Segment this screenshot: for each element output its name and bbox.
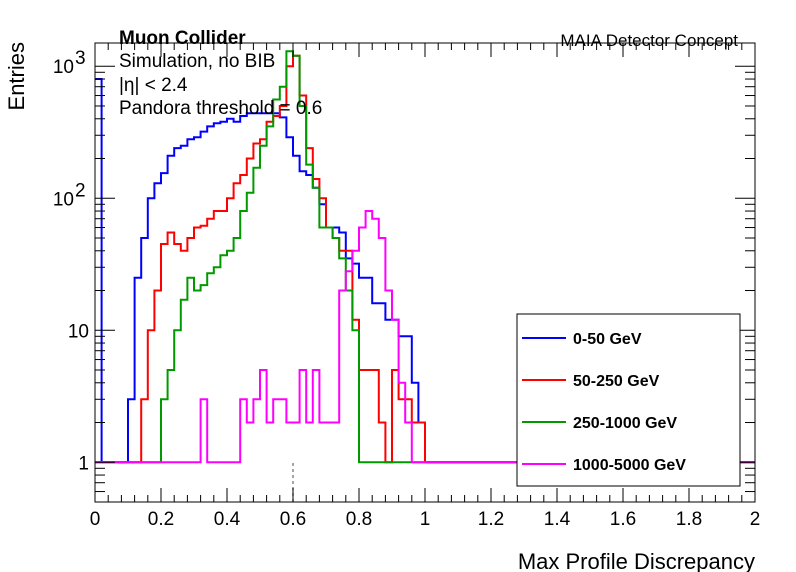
x-tick-label: 0.8 (346, 509, 372, 530)
y-tick-label-exponent: 3 (75, 48, 86, 69)
legend-label: 50-250 GeV (573, 373, 660, 390)
legend-entries: 0-50 GeV 50-250 GeV 250-1000 GeV 1000-5000 … (522, 331, 686, 474)
legend-label: 0-50 GeV (573, 331, 642, 348)
detector-concept-label: MAIA Detector Concept (560, 31, 738, 50)
x-tick-label: 1.4 (544, 509, 571, 530)
y-tick-label: 1 (78, 453, 89, 474)
legend-label: 250-1000 GeV (573, 415, 677, 432)
x-tick-label: 0.4 (214, 509, 241, 530)
x-tick-label: 2 (750, 509, 761, 530)
eta-cut-label: |η| < 2.4 (119, 75, 188, 96)
y-axis-title: Entries (4, 42, 29, 110)
x-tick-label: 0 (90, 509, 101, 530)
x-tick-label: 1.8 (676, 509, 702, 530)
x-tick-label: 1.2 (478, 509, 504, 530)
legend: 0-50 GeV 50-250 GeV 250-1000 GeV 1000-5000 … (516, 313, 741, 487)
y-tick-label: 10 (68, 321, 89, 342)
y-tick-label-exponent: 2 (75, 180, 86, 201)
y-tick-label: 10 (53, 189, 74, 210)
threshold-label: Pandora threshold = 0.6 (119, 98, 322, 119)
x-tick-label: 1 (420, 509, 431, 530)
simulation-label: Simulation, no BIB (119, 51, 275, 72)
legend-frame (516, 313, 741, 487)
experiment-label: Muon Collider (119, 28, 246, 49)
x-tick-label: 0.2 (148, 509, 174, 530)
x-tick-label: 0.6 (280, 509, 306, 530)
x-tick-label: 1.6 (610, 509, 636, 530)
y-tick-label: 10 (53, 57, 74, 78)
x-axis-title: Max Profile Discrepancy (518, 549, 755, 572)
legend-label: 1000-5000 GeV (573, 457, 686, 474)
